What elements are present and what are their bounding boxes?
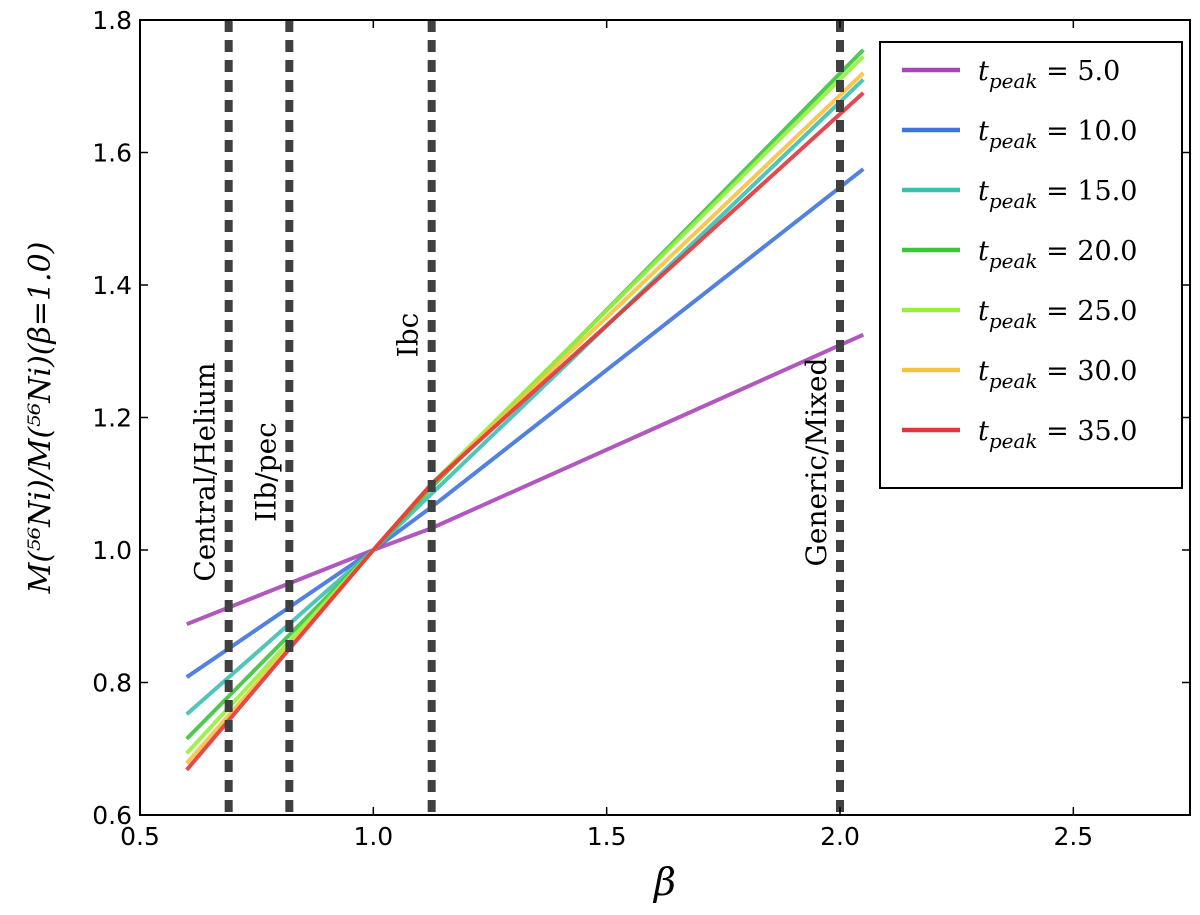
vertical-line-label-3: Generic/Mixed <box>800 357 833 566</box>
y-tick-label-6: 1.8 <box>92 6 132 35</box>
y-tick-label-1: 0.8 <box>92 669 132 698</box>
legend-label-6: tpeak = 35.0 <box>978 416 1137 453</box>
series-line-6 <box>185 91 865 772</box>
y-tick-label-0: 0.6 <box>92 801 132 830</box>
series-line-0 <box>185 332 865 627</box>
y-tick-label-2: 1.0 <box>92 536 132 565</box>
x-tick-label-3: 2.0 <box>820 822 860 851</box>
series-line-1 <box>185 167 865 679</box>
legend-label-4: tpeak = 25.0 <box>978 296 1137 333</box>
vertical-line-label-1: IIb/pec <box>249 422 282 522</box>
legend-label-0: tpeak = 5.0 <box>978 56 1120 93</box>
legend-label-3: tpeak = 20.0 <box>978 236 1137 273</box>
vertical-line-label-0: Central/Helium <box>189 362 222 581</box>
axis-ticks: 0.5 1.0 1.5 2.0 2.5 0.6 0.8 1.0 1.2 1.4 1.6 1.8 <box>92 6 1190 851</box>
legend-box <box>879 41 1183 489</box>
legend: tpeak = 5.0 tpeak = 10.0 tpeak = 15.0 tpeak… <box>879 41 1183 489</box>
x-axis-label: β <box>652 860 676 904</box>
y-axis-label: M(⁵⁶Ni)/M(⁵⁶Ni)(β=1.0) <box>23 242 58 595</box>
y-tick-label-4: 1.4 <box>92 271 132 300</box>
vertical-line-label-2: Ibc <box>392 313 425 358</box>
y-tick-label-5: 1.6 <box>92 139 132 168</box>
series-lines <box>185 48 865 772</box>
vertical-lines: Central/Helium IIb/pec Ibc Generic/Mixed <box>189 20 844 815</box>
x-tick-label-4: 2.5 <box>1053 822 1093 851</box>
legend-label-5: tpeak = 30.0 <box>978 356 1137 393</box>
x-tick-label-2: 1.5 <box>587 822 627 851</box>
y-tick-label-3: 1.2 <box>92 404 132 433</box>
legend-label-2: tpeak = 15.0 <box>978 176 1137 213</box>
x-tick-label-0: 0.5 <box>120 822 160 851</box>
x-tick-label-1: 1.0 <box>353 822 393 851</box>
legend-label-1: tpeak = 10.0 <box>978 116 1137 153</box>
